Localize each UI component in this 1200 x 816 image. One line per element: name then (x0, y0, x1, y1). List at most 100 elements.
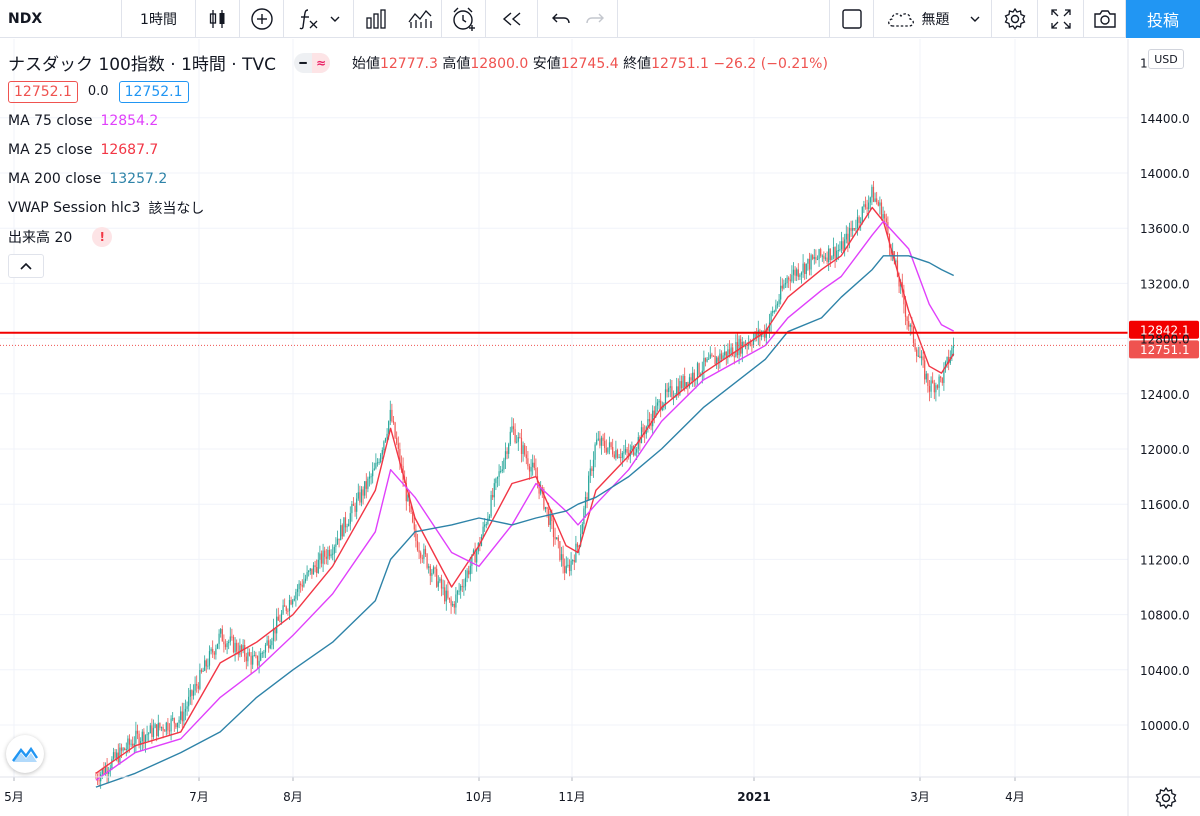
candle-body (311, 568, 313, 575)
financials-button[interactable] (354, 0, 398, 38)
market-status-pill[interactable]: ━ ≈ (293, 52, 330, 73)
candle-body (103, 768, 105, 774)
warning-icon[interactable]: ! (92, 226, 113, 247)
symbol-search-button[interactable]: NDX (0, 0, 122, 38)
select-area-button[interactable] (830, 0, 874, 38)
y-tick-label: 10400.0 (1140, 664, 1190, 678)
horizontal-line-layer[interactable]: 12842.1 12751.1 (0, 320, 1199, 359)
candle-body (482, 526, 484, 537)
candle-body (549, 514, 551, 525)
candle-body (938, 376, 940, 388)
candle-body (546, 506, 548, 510)
sell-button[interactable]: 12752.1 (8, 80, 78, 103)
indicators-button[interactable] (284, 0, 354, 38)
indicator-value: 該当なし (148, 200, 205, 217)
candle-body (816, 259, 819, 261)
indicator-row-ma200[interactable]: MA 200 close 13257.2 (8, 164, 828, 193)
candle-body (853, 228, 855, 230)
collapse-legend-button[interactable] (8, 253, 44, 278)
y-tick-label: 13200.0 (1140, 277, 1190, 291)
candle-body (530, 467, 532, 472)
chart-type-button[interactable] (196, 0, 240, 38)
alert-button[interactable] (442, 0, 486, 38)
series-title[interactable]: ナスダック 100指数 · 1時間 · TVC (8, 55, 276, 75)
candle-body (122, 748, 124, 751)
candle-body (165, 722, 167, 732)
buy-button[interactable]: 12752.1 (118, 80, 189, 103)
candle-body (432, 567, 435, 573)
currency-badge[interactable]: USD (1148, 49, 1184, 69)
candle-body (743, 341, 745, 347)
candle-body (653, 410, 655, 418)
interval-button[interactable]: 1時間 (122, 0, 196, 38)
candle-body (285, 606, 287, 611)
candle-body (520, 437, 523, 454)
candle-body (352, 503, 355, 506)
indicator-row-ma75[interactable]: MA 75 close 12854.2 (8, 106, 828, 135)
chevron-down-icon (970, 16, 979, 22)
candle-body (708, 358, 710, 360)
open-value: 12777.3 (379, 55, 438, 72)
tradingview-logo[interactable] (6, 735, 44, 773)
candle-body (660, 400, 662, 411)
ma75-line[interactable] (95, 220, 955, 781)
ma25-line[interactable] (95, 206, 955, 774)
candle-body (519, 437, 521, 439)
ma200-line[interactable] (95, 255, 955, 788)
candle-body (135, 730, 137, 744)
candle-body (834, 247, 836, 259)
chart-templates-button[interactable] (398, 0, 442, 38)
candle-body (658, 400, 660, 403)
candle-body (948, 357, 950, 364)
candle-body (309, 568, 311, 572)
candle-body (258, 660, 260, 666)
candle-body (168, 730, 171, 732)
candle-body (557, 537, 559, 542)
ohlc-values: 始値12777.3 高値12800.0 安値12745.4 終値12751.1 … (352, 53, 828, 73)
candle-body (877, 202, 879, 206)
candle-body (132, 743, 134, 746)
fullscreen-button[interactable] (1038, 0, 1084, 38)
candle-body (194, 683, 196, 691)
chevron-down-icon[interactable] (330, 15, 340, 23)
candle-body (191, 690, 193, 696)
alarm-icon (452, 7, 475, 31)
candle-body (514, 429, 516, 443)
candle-body (415, 529, 417, 541)
candle-body (180, 711, 182, 720)
snapshot-button[interactable] (1084, 0, 1126, 38)
scale-settings-button[interactable] (1154, 786, 1178, 814)
redo-icon[interactable] (585, 11, 605, 27)
candle-body (935, 385, 937, 393)
candle-body (604, 440, 606, 449)
candle-body (880, 202, 883, 219)
indicator-row-volume[interactable]: 出来高 20 ! (8, 222, 828, 251)
candle-body (207, 665, 209, 667)
candle-body (919, 355, 921, 359)
candle-body (887, 222, 889, 235)
indicator-row-vwap[interactable]: VWAP Session hlc3 該当なし (8, 193, 828, 222)
horizontal-line-price-tag (1129, 320, 1199, 339)
candle-body (824, 257, 827, 259)
chart-settings-button[interactable] (992, 0, 1038, 38)
compare-symbol-button[interactable] (240, 0, 284, 38)
candle-body (276, 616, 278, 634)
candle-body (146, 734, 148, 736)
last-price-tag (1129, 340, 1199, 359)
candle-body (197, 685, 199, 689)
candle-body (930, 380, 932, 392)
candle-body (778, 299, 780, 304)
candle-body (920, 356, 923, 359)
close-value: 12751.1 (651, 55, 709, 72)
candle-body (701, 370, 703, 375)
indicator-row-ma25[interactable]: MA 25 close 12687.7 (8, 135, 828, 164)
candle-body (580, 534, 582, 546)
publish-button[interactable]: 投稿 (1126, 0, 1200, 38)
layout-name-button[interactable]: 無題 (874, 0, 992, 38)
candle-body (325, 556, 327, 559)
candle-body (125, 749, 127, 751)
candle-body (911, 324, 913, 328)
undo-icon[interactable] (551, 11, 571, 27)
replay-button[interactable] (486, 0, 538, 38)
